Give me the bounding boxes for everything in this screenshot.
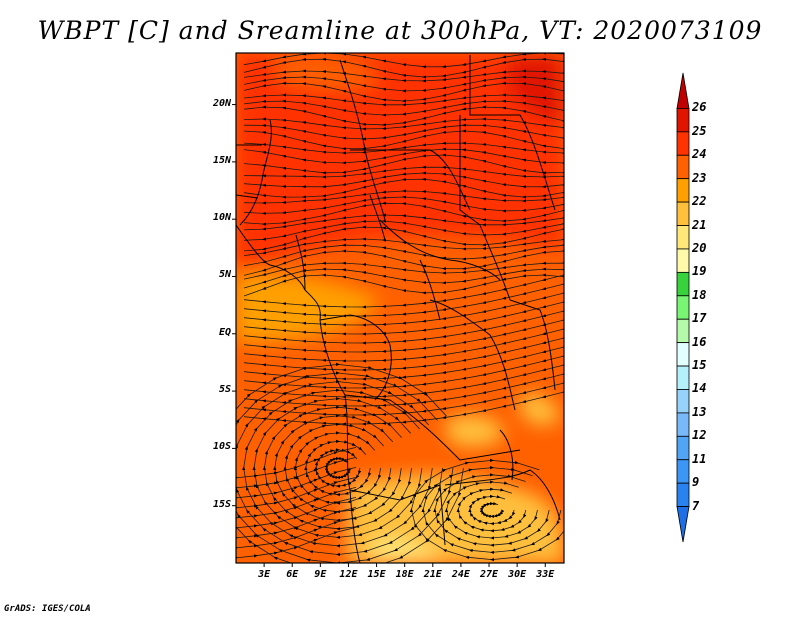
colorbar-label: 7 [692,498,700,513]
colorbar-swatch [676,506,690,543]
colorbar-label: 21 [692,217,707,232]
colorbar-swatch [676,459,690,484]
lat-tick-label: 15N [212,154,231,166]
colorbar-label: 16 [692,334,707,349]
colorbar-swatch [676,154,690,180]
lat-tick-label: 10N [212,212,231,224]
map-title: WBPT [C] and Sreamline at 300hPa, VT: 20… [37,16,763,45]
lon-tick-label: 21E [423,569,442,580]
colorbar-label: 11 [692,451,707,466]
streamline [236,362,464,563]
colorbar-swatch [676,271,690,297]
lat-tick-label: 5S [218,384,231,396]
colorbar-swatch [676,342,690,367]
colorbar-label: 14 [692,381,707,396]
colorbar-label: 24 [692,147,707,162]
colorbar-label: 12 [692,428,707,443]
colorbar-label: 13 [692,404,707,419]
lon-tick-label: 15E [367,569,386,580]
colorbar-label: 23 [692,170,707,185]
lon-tick-label: 33E [536,569,555,580]
lon-tick-label: 6E [286,569,299,580]
colorbar-swatch [676,412,690,437]
colorbar-swatch [676,72,690,109]
colorbar-label: 19 [692,264,707,279]
colorbar-swatch [676,225,690,250]
lat-tick-label: 5N [218,269,231,281]
colorbar-swatch [676,389,690,414]
lon-tick-label: 12E [339,569,358,580]
colorbar-swatch [676,248,690,273]
colorbar-swatch [676,482,690,507]
lon-tick-label: 24E [451,569,470,580]
colorbar-label: 9 [692,475,700,490]
streamlines [236,53,564,563]
country-borders [236,55,561,563]
colorbar-swatch [676,295,690,320]
lon-tick-label: 18E [395,569,414,580]
colorbar-swatch [676,178,690,203]
lat-tick-label: 20N [212,97,231,109]
grads-credit: GrADS: IGES/COLA [4,604,91,614]
lon-tick-label: 3E [258,569,271,580]
colorbar-label: 22 [692,194,707,209]
streamline [236,527,357,560]
colorbar-label: 17 [692,311,707,326]
colorbar-label: 25 [692,123,707,138]
map-frame [235,52,565,564]
lat-tick-label: 10S [212,441,231,453]
colorbar-swatch [676,201,690,226]
lat-tick-label: EQ [218,326,231,338]
colorbar-swatch [676,365,690,390]
colorbar-label: 26 [692,100,707,115]
streamline [409,458,564,562]
lon-tick-label: 30E [508,569,527,580]
colorbar-label: 15 [692,358,707,373]
colorbar-swatch [676,318,690,344]
colorbar-swatch [676,435,690,461]
colorbar-swatch [676,108,690,133]
colorbar-label: 20 [692,240,707,255]
lon-tick-label: 27E [479,569,499,580]
colorbar-swatch [676,131,690,156]
lat-tick-label: 15S [212,498,231,510]
colorbar-label: 18 [692,287,707,302]
lon-tick-label: 9E [314,569,327,580]
